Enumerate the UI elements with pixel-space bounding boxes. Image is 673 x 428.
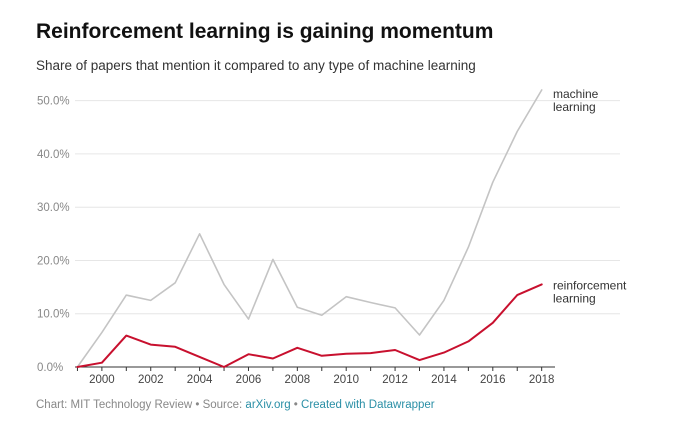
y-tick-label: 40.0% bbox=[37, 149, 70, 161]
chart-footer: Chart: MIT Technology Review • Source: a… bbox=[36, 399, 435, 411]
y-tick-label: 20.0% bbox=[37, 255, 70, 267]
line-chart: 0.0%10.0%20.0%30.0%40.0%50.0% 2000 2002 20… bbox=[37, 87, 627, 386]
grid-lines bbox=[75, 100, 620, 315]
source-link[interactable]: arXiv.org bbox=[245, 399, 291, 411]
footer-separator: • bbox=[290, 399, 302, 411]
series-line-machine-learning bbox=[76, 89, 543, 368]
x-axis: 2000 2002 2004 2006 2008 2010 2012 2014 2016 2018 bbox=[75, 366, 555, 386]
y-tick-label: 10.0% bbox=[37, 309, 70, 321]
series-label-machine-learning: machine bbox=[553, 87, 599, 101]
chart-title: Reinforcement learning is gaining moment… bbox=[36, 20, 494, 43]
y-axis-tick-labels: 0.0% 10.0% 20.0% 30.0% 40.0% 50.0% bbox=[37, 96, 70, 374]
y-tick-label: 30.0% bbox=[37, 202, 70, 214]
x-tick-label: 2008 bbox=[285, 374, 311, 386]
x-tick-label: 2016 bbox=[480, 374, 506, 386]
datawrapper-link[interactable]: Created with Datawrapper bbox=[301, 399, 435, 411]
series-label-machine-learning: learning bbox=[553, 100, 596, 114]
x-tick-label: 2004 bbox=[187, 374, 213, 386]
x-tick-label: 2002 bbox=[138, 374, 164, 386]
x-tick-label: 2012 bbox=[382, 374, 408, 386]
y-tick-label: 50.0% bbox=[37, 96, 70, 108]
x-tick-label: 2018 bbox=[529, 374, 555, 386]
series-line-reinforcement-learning bbox=[76, 283, 543, 368]
x-tick-label: 2000 bbox=[89, 374, 115, 386]
y-tick-label: 0.0% bbox=[37, 362, 63, 374]
x-tick-label: 2010 bbox=[333, 374, 359, 386]
x-tick-label: 2014 bbox=[431, 374, 457, 386]
series-label-reinforcement-learning: learning bbox=[553, 291, 596, 305]
chart-subtitle: Share of papers that mention it compared… bbox=[36, 58, 476, 73]
series-label-reinforcement-learning: reinforcement bbox=[553, 278, 627, 292]
footer-credit-text: Chart: MIT Technology Review • Source: bbox=[36, 399, 246, 411]
x-tick-label: 2006 bbox=[236, 374, 262, 386]
series-lines bbox=[76, 89, 543, 368]
